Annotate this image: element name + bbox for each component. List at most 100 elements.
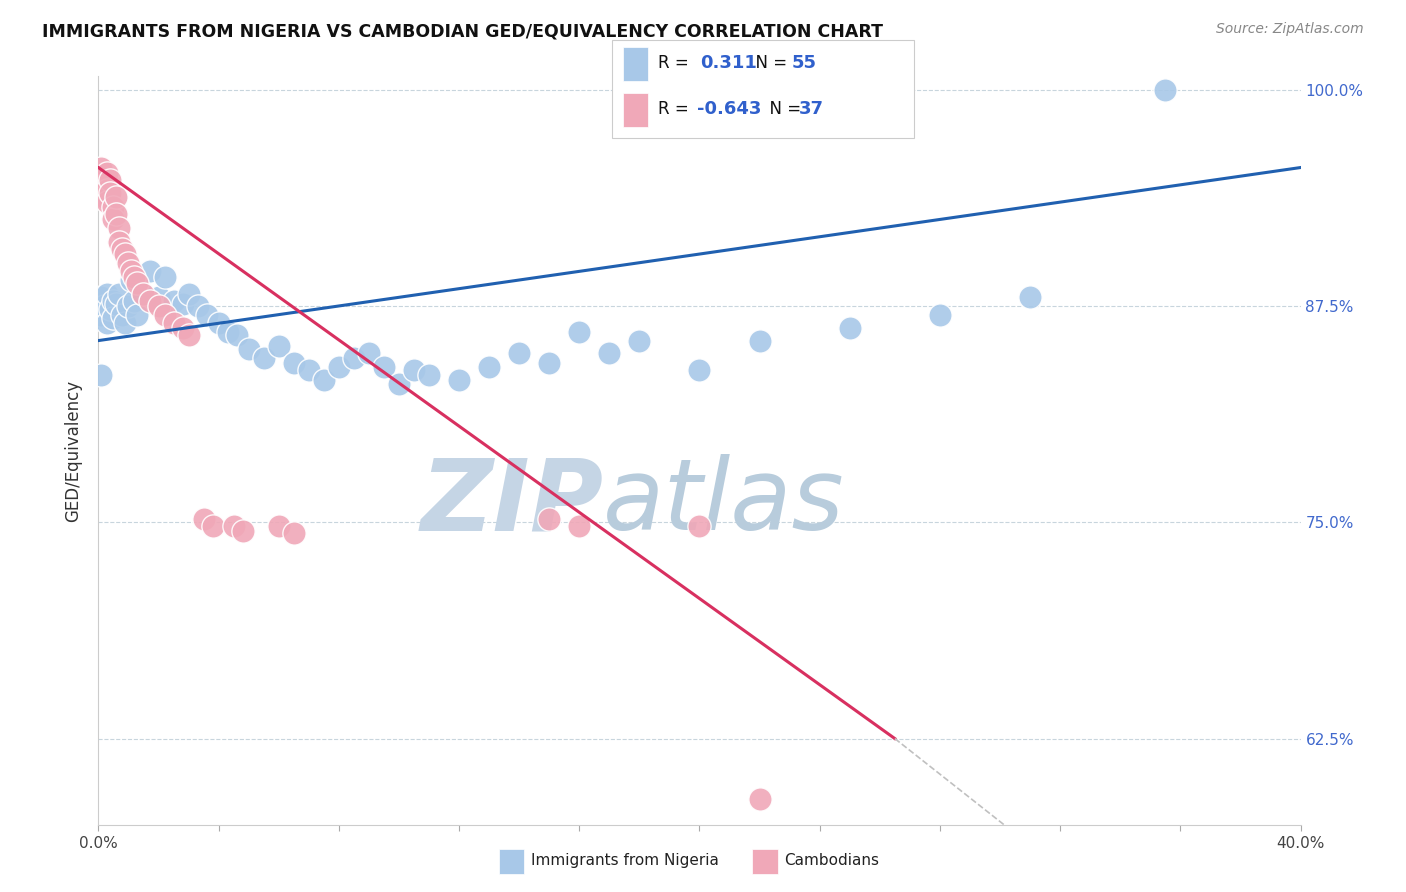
Point: [111, 242, 134, 256]
Point: [132, 286, 155, 301]
Point: [195, 308, 218, 322]
Point: [103, 212, 125, 227]
Point: [172, 321, 194, 335]
Point: [93, 299, 115, 313]
Point: [103, 293, 125, 308]
Point: [90, 368, 112, 383]
Point: [100, 186, 122, 201]
Point: [153, 308, 176, 322]
Point: [298, 363, 321, 377]
Text: R =: R =: [658, 100, 695, 119]
Point: [121, 264, 143, 278]
Y-axis label: GED/Equivalency: GED/Equivalency: [65, 379, 83, 522]
Text: -0.643: -0.643: [697, 100, 762, 119]
Point: [373, 359, 395, 374]
Point: [162, 316, 184, 330]
Point: [478, 359, 501, 374]
Point: [1154, 83, 1177, 97]
Point: [187, 299, 209, 313]
Point: [100, 302, 122, 317]
Point: [402, 363, 425, 377]
Point: [628, 334, 651, 348]
Text: IMMIGRANTS FROM NIGERIA VS CAMBODIAN GED/EQUIVALENCY CORRELATION CHART: IMMIGRANTS FROM NIGERIA VS CAMBODIAN GED…: [42, 22, 883, 40]
Point: [447, 373, 470, 387]
Text: N =: N =: [759, 100, 807, 119]
Text: N =: N =: [745, 54, 793, 72]
Point: [598, 345, 620, 359]
Point: [208, 316, 231, 330]
Point: [217, 325, 239, 339]
Point: [132, 286, 155, 301]
Point: [121, 273, 143, 287]
Text: R =: R =: [658, 54, 695, 72]
Point: [267, 339, 290, 353]
Point: [90, 290, 112, 304]
Point: [688, 518, 710, 533]
Text: Cambodians: Cambodians: [785, 854, 880, 868]
Point: [148, 299, 170, 313]
Point: [312, 373, 335, 387]
Point: [201, 518, 224, 533]
Point: [93, 190, 115, 204]
Point: [103, 200, 125, 214]
Point: [148, 290, 170, 304]
Point: [108, 221, 131, 235]
Point: [177, 328, 200, 343]
Point: [508, 345, 530, 359]
Text: 37: 37: [799, 100, 824, 119]
Point: [124, 293, 146, 308]
Point: [162, 293, 184, 308]
Point: [127, 308, 149, 322]
Point: [538, 356, 561, 370]
Point: [1019, 290, 1042, 304]
Point: [96, 195, 118, 210]
Point: [111, 308, 134, 322]
Point: [93, 178, 115, 192]
Point: [105, 190, 128, 204]
Point: [96, 166, 118, 180]
Point: [138, 293, 160, 308]
Text: Source: ZipAtlas.com: Source: ZipAtlas.com: [1216, 22, 1364, 37]
Point: [568, 518, 591, 533]
Point: [225, 328, 247, 343]
Text: ZIP: ZIP: [420, 454, 603, 551]
Point: [117, 256, 139, 270]
Point: [172, 297, 194, 311]
Point: [283, 525, 305, 540]
Point: [114, 316, 136, 330]
Point: [193, 512, 215, 526]
Point: [108, 235, 131, 249]
Point: [328, 359, 350, 374]
Point: [929, 308, 952, 322]
Point: [177, 286, 200, 301]
Point: [357, 345, 380, 359]
Point: [238, 343, 260, 357]
Point: [90, 161, 112, 175]
Point: [267, 518, 290, 533]
Point: [283, 356, 305, 370]
Point: [103, 311, 125, 326]
Text: atlas: atlas: [603, 454, 845, 551]
Point: [138, 264, 160, 278]
Point: [90, 308, 112, 322]
Point: [748, 792, 770, 806]
Point: [838, 321, 860, 335]
Point: [105, 207, 128, 221]
Point: [96, 316, 118, 330]
Point: [568, 325, 591, 339]
Point: [538, 512, 561, 526]
Point: [153, 269, 176, 284]
Point: [232, 524, 254, 538]
Point: [96, 286, 118, 301]
Point: [108, 286, 131, 301]
Text: Immigrants from Nigeria: Immigrants from Nigeria: [531, 854, 720, 868]
Point: [96, 183, 118, 197]
Point: [117, 299, 139, 313]
Text: 0.311: 0.311: [700, 54, 756, 72]
Point: [124, 269, 146, 284]
Point: [343, 351, 366, 365]
Point: [418, 368, 440, 383]
Point: [114, 247, 136, 261]
Point: [222, 518, 245, 533]
Point: [688, 363, 710, 377]
